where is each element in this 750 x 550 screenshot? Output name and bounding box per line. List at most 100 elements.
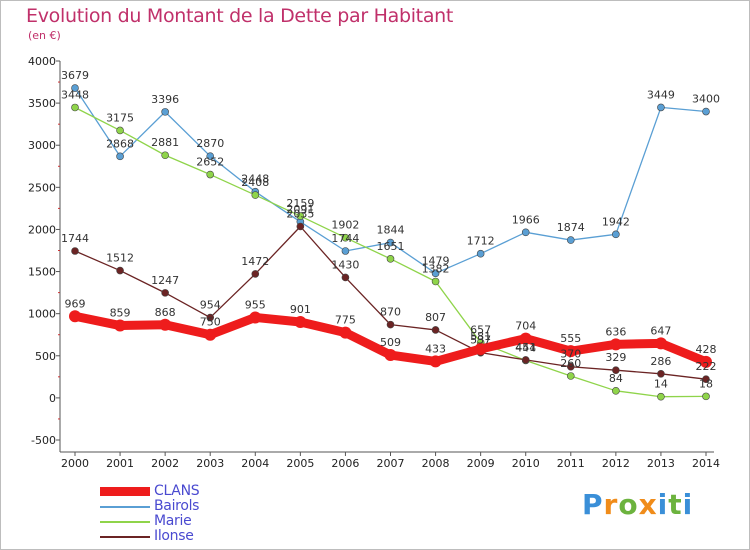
series-points — [69, 84, 712, 401]
data-point-clans — [69, 310, 81, 323]
legend-swatch — [100, 521, 150, 523]
data-label-marie: 2652 — [196, 156, 224, 169]
data-label-clans: 704 — [515, 320, 536, 333]
data-point-ilonse — [71, 247, 79, 255]
data-label-ilonse: 1472 — [241, 255, 269, 268]
data-point-marie — [431, 277, 440, 286]
legend-label: Marie — [154, 513, 192, 529]
x-tick-label: 2014 — [692, 457, 720, 470]
data-label-ilonse: 329 — [605, 351, 626, 364]
data-label-ilonse: 537 — [470, 334, 491, 347]
data-point-ilonse — [161, 289, 169, 297]
data-label-ilonse: 954 — [200, 299, 221, 312]
x-tick-label: 2009 — [467, 457, 495, 470]
y-tick-label: 500 — [35, 350, 56, 363]
data-label-bairols: 2870 — [196, 137, 224, 150]
data-label-clans: 647 — [650, 324, 671, 337]
data-label-ilonse: 222 — [696, 360, 717, 373]
legend-label: Bairols — [154, 498, 200, 514]
data-label-marie: 3175 — [106, 111, 134, 124]
data-label-clans: 581 — [470, 330, 491, 343]
data-point-bairols — [116, 152, 124, 161]
proxiti-logo: Proxiti — [582, 488, 693, 521]
data-point-bairols — [71, 84, 79, 92]
y-tick-label: 3000 — [28, 139, 56, 152]
legend-swatch — [100, 487, 150, 496]
y-tick-label: 1000 — [28, 308, 56, 321]
data-label-marie: 2881 — [151, 136, 179, 149]
x-tick-label: 2002 — [151, 457, 179, 470]
data-label-marie: 1651 — [377, 240, 405, 253]
data-point-clans — [429, 355, 442, 368]
data-point-marie — [702, 392, 710, 401]
y-tick-label: 3500 — [28, 97, 56, 110]
data-label-clans: 636 — [605, 325, 626, 338]
data-label-marie: 1902 — [331, 219, 359, 232]
data-point-ilonse — [702, 375, 710, 383]
data-label-clans: 509 — [380, 336, 401, 349]
data-label-clans: 901 — [290, 303, 311, 316]
data-label-bairols: 3679 — [61, 69, 89, 82]
legend-label: Ilonse — [154, 528, 194, 544]
data-point-ilonse — [251, 270, 260, 278]
data-label-bairols: 2448 — [241, 173, 269, 186]
data-label-ilonse: 870 — [380, 306, 401, 319]
x-tick-label: 2008 — [422, 457, 450, 470]
data-label-ilonse: 807 — [425, 311, 446, 324]
data-label-clans: 969 — [65, 297, 86, 310]
x-tick-label: 2000 — [61, 457, 89, 470]
x-tick-label: 2007 — [377, 457, 405, 470]
chart-axes: -500 0 500 1000 1500 2000 2500 3000 3500 4000 2000… — [28, 55, 720, 470]
data-label-marie: 18 — [699, 377, 713, 390]
logo-letter: t — [668, 488, 683, 521]
data-point-bairols — [161, 108, 169, 116]
data-point-bairols — [521, 228, 530, 237]
data-label-marie: 260 — [560, 357, 581, 370]
data-point-marie — [566, 372, 575, 380]
legend-swatch — [100, 506, 150, 508]
data-point-marie — [71, 103, 79, 112]
logo-letter: x — [638, 488, 658, 521]
y-tick-label: 0 — [49, 392, 56, 405]
data-label-bairols: 1966 — [512, 213, 540, 226]
data-label-clans: 428 — [696, 343, 717, 356]
data-label-marie: 2159 — [286, 197, 314, 210]
data-point-marie — [657, 392, 665, 401]
chart-subtitle: (en €) — [28, 29, 61, 42]
x-tick-label: 2011 — [557, 457, 585, 470]
logo-letter: i — [682, 488, 694, 521]
data-label-marie: 444 — [515, 341, 536, 354]
data-label-bairols: 1744 — [331, 232, 359, 245]
logo-letter: i — [657, 488, 669, 521]
x-tick-label: 2001 — [106, 457, 134, 470]
data-point-ilonse — [612, 366, 620, 374]
data-label-bairols: 1712 — [467, 235, 495, 248]
data-point-ilonse — [521, 356, 530, 364]
chart-title: Evolution du Montant de la Dette par Hab… — [26, 5, 454, 27]
data-label-marie: 84 — [609, 372, 623, 385]
data-label-bairols: 3400 — [692, 93, 720, 106]
data-point-marie — [161, 151, 169, 160]
y-tick-label: 1500 — [28, 266, 56, 279]
x-tick-label: 2012 — [602, 457, 630, 470]
logo-letter: P — [582, 488, 604, 521]
data-point-bairols — [702, 107, 710, 116]
data-label-bairols: 3449 — [647, 88, 675, 101]
data-label-marie: 1382 — [422, 262, 450, 275]
legend-swatch — [100, 536, 150, 538]
data-point-bairols — [476, 249, 485, 258]
data-point-ilonse — [431, 326, 440, 334]
data-point-marie — [251, 191, 260, 199]
data-point-clans — [519, 332, 532, 345]
data-point-marie — [296, 212, 305, 220]
x-tick-label: 2005 — [286, 457, 314, 470]
data-label-ilonse: 1430 — [331, 258, 359, 271]
data-point-ilonse — [296, 222, 305, 231]
data-point-clans — [609, 338, 622, 351]
data-point-clans — [339, 326, 352, 339]
data-point-clans — [294, 316, 307, 329]
data-label-marie: 657 — [470, 324, 491, 337]
data-label-marie: 3448 — [61, 88, 89, 101]
data-point-bairols — [341, 247, 350, 255]
